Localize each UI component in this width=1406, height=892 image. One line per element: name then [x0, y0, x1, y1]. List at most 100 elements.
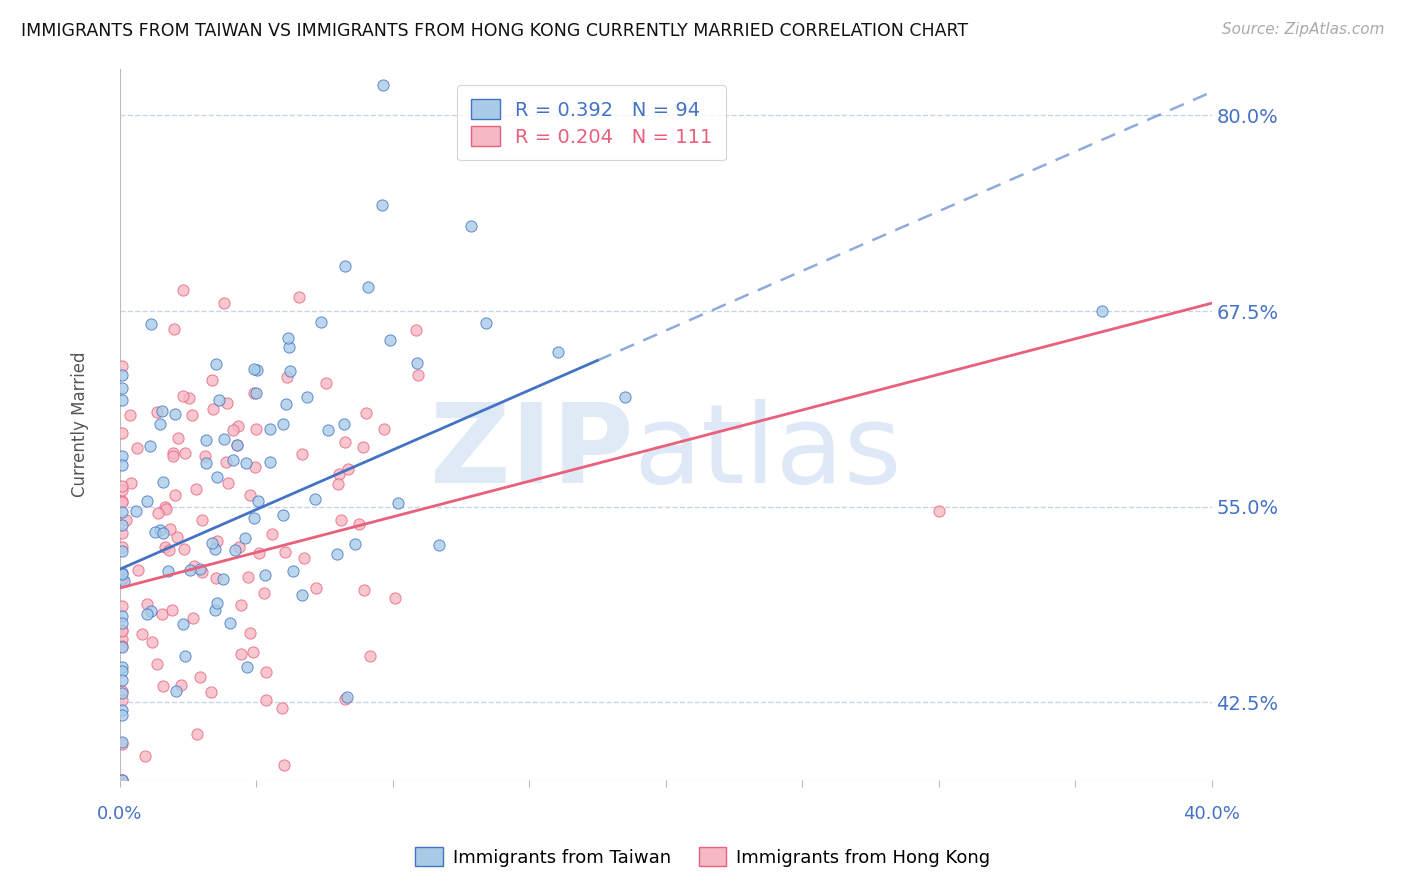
Point	[186, 482, 208, 496]
Point	[135, 494, 157, 508]
Point	[214, 296, 236, 310]
Point	[131, 627, 153, 641]
Point	[291, 447, 314, 461]
Point	[111, 573, 134, 587]
Point	[201, 373, 224, 387]
Point	[136, 597, 159, 611]
Text: 0.0%: 0.0%	[97, 805, 142, 823]
Point	[111, 566, 134, 581]
Point	[460, 219, 482, 233]
Point	[226, 438, 249, 452]
Point	[111, 359, 134, 374]
Point	[111, 707, 134, 722]
Point	[111, 773, 134, 788]
Point	[928, 504, 950, 518]
Text: Currently Married: Currently Married	[72, 351, 89, 497]
Point	[333, 259, 356, 273]
Point	[112, 574, 135, 588]
Point	[149, 523, 172, 537]
Point	[271, 417, 294, 432]
Text: ZIP: ZIP	[429, 400, 633, 507]
Point	[205, 596, 228, 610]
Point	[111, 517, 134, 532]
Point	[202, 401, 225, 416]
Point	[247, 546, 270, 560]
Point	[349, 517, 371, 532]
Point	[153, 540, 176, 554]
Point	[276, 369, 298, 384]
Point	[201, 535, 224, 549]
Point	[335, 692, 357, 706]
Point	[352, 441, 374, 455]
Point	[159, 522, 181, 536]
Point	[134, 748, 156, 763]
Point	[174, 446, 197, 460]
Point	[278, 340, 301, 354]
Point	[245, 385, 267, 400]
Point	[271, 508, 294, 522]
Point	[157, 565, 180, 579]
Point	[222, 423, 245, 437]
Point	[181, 611, 204, 625]
Point	[212, 572, 235, 586]
Point	[143, 524, 166, 539]
Point	[273, 757, 295, 772]
Point	[273, 545, 295, 559]
Point	[160, 603, 183, 617]
Point	[354, 406, 377, 420]
Point	[152, 475, 174, 490]
Point	[111, 450, 134, 464]
Point	[120, 476, 142, 491]
Point	[139, 439, 162, 453]
Point	[233, 531, 256, 545]
Point	[315, 376, 337, 391]
Point	[166, 530, 188, 544]
Point	[190, 565, 212, 579]
Point	[333, 435, 356, 450]
Point	[153, 500, 176, 515]
Point	[111, 692, 134, 706]
Point	[236, 569, 259, 583]
Point	[276, 396, 298, 410]
Point	[111, 737, 134, 751]
Point	[359, 649, 381, 664]
Point	[111, 673, 134, 688]
Point	[162, 450, 184, 464]
Point	[475, 316, 498, 330]
Point	[125, 504, 148, 518]
Point	[150, 607, 173, 621]
Point	[205, 469, 228, 483]
Point	[111, 599, 134, 613]
Point	[205, 533, 228, 548]
Point	[217, 476, 239, 491]
Point	[111, 495, 134, 509]
Point	[281, 564, 304, 578]
Point	[243, 385, 266, 400]
Point	[167, 431, 190, 445]
Point	[204, 541, 226, 556]
Point	[405, 323, 427, 337]
Point	[111, 683, 134, 698]
Point	[336, 690, 359, 704]
Point	[246, 363, 269, 377]
Point	[191, 513, 214, 527]
Point	[205, 571, 228, 585]
Point	[309, 315, 332, 329]
Point	[295, 390, 318, 404]
Point	[194, 450, 217, 464]
Point	[150, 404, 173, 418]
Point	[165, 683, 187, 698]
Point	[343, 537, 366, 551]
Point	[1091, 304, 1114, 318]
Point	[111, 571, 134, 585]
Text: atlas: atlas	[633, 400, 901, 507]
Point	[613, 390, 636, 404]
Point	[326, 547, 349, 561]
Point	[405, 356, 427, 370]
Point	[238, 626, 260, 640]
Point	[242, 510, 264, 524]
Point	[111, 615, 134, 630]
Point	[260, 527, 283, 541]
Point	[163, 322, 186, 336]
Point	[271, 701, 294, 715]
